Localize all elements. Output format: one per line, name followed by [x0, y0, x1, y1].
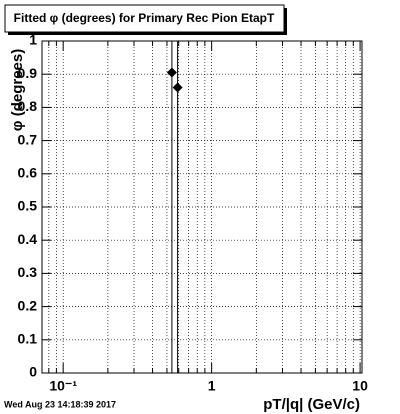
- y-tick-label: 0.7: [18, 131, 38, 147]
- y-axis-label: φ (degrees): [9, 49, 26, 131]
- x-tick-label: 10: [352, 378, 368, 394]
- y-tick-label: 1: [29, 32, 37, 48]
- y-tick-label: 0.9: [18, 65, 38, 81]
- marker: [166, 67, 177, 78]
- y-tick-label: 0.5: [18, 198, 38, 214]
- y-tick-label: 0.1: [18, 331, 38, 347]
- marker: [172, 82, 183, 93]
- x-tick-label: 10⁻¹: [49, 378, 77, 394]
- x-tick-label: 1: [208, 378, 216, 394]
- chart-title: Fitted φ (degrees) for Primary Rec Pion …: [14, 11, 275, 25]
- y-tick-label: 0: [29, 364, 37, 380]
- x-axis-label: pT/|q| (GeV/c): [263, 396, 360, 413]
- y-tick-label: 0.4: [18, 231, 38, 247]
- y-tick-label: 0.8: [18, 98, 38, 114]
- y-tick-label: 0.3: [18, 264, 38, 280]
- footer: Wed Aug 23 14:18:39 2017: [4, 399, 116, 409]
- y-tick-label: 0.2: [18, 297, 38, 313]
- title-box: [4, 4, 285, 33]
- y-tick-label: 0.6: [18, 165, 38, 181]
- plot-frame: [41, 40, 363, 374]
